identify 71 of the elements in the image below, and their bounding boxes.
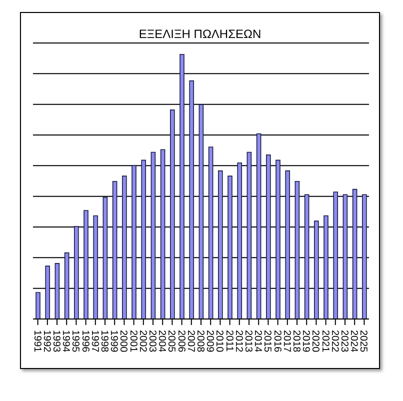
x-tick-label: 1992	[40, 330, 52, 353]
bar	[304, 194, 310, 320]
bar	[333, 192, 338, 320]
bar	[170, 110, 175, 320]
bar	[237, 162, 242, 320]
x-tick-label: 2008	[194, 330, 206, 353]
bar	[122, 176, 127, 320]
x-tick-label: 2002	[136, 330, 148, 353]
bar	[256, 133, 262, 320]
x-tick-label: 2018	[290, 330, 302, 353]
bar	[218, 170, 223, 320]
bar	[198, 104, 204, 320]
bar	[189, 80, 194, 320]
x-tick-label: 2003	[146, 330, 158, 353]
x-tick-label: 1991	[31, 330, 42, 353]
x-tick-label: 1993	[50, 330, 62, 353]
bar	[84, 210, 88, 320]
bar	[352, 188, 358, 320]
bar	[64, 252, 70, 320]
x-tick-label: 1999	[108, 330, 120, 353]
x-tick-label: 2009	[204, 330, 216, 353]
bar	[285, 170, 290, 320]
x-tick-label: 2011	[223, 330, 234, 352]
bar	[74, 226, 79, 320]
x-tick-label: 2012	[232, 330, 244, 353]
bar	[160, 149, 166, 320]
x-tick-label: 2007	[184, 330, 196, 353]
x-tick-label: 2014	[252, 330, 264, 353]
bar	[228, 176, 232, 320]
x-tick-label: 1994	[60, 330, 72, 353]
x-tick-label: 2023	[338, 330, 350, 353]
x-tick-label: 2010	[214, 330, 225, 353]
x-tick-label: 2021	[319, 330, 330, 353]
x-tick-label: 1995	[70, 330, 81, 353]
x-tick-label: 2024	[348, 330, 360, 353]
x-tick-label: 1996	[79, 330, 90, 353]
x-tick-label: 2013	[242, 330, 254, 353]
x-tick-label: 2017	[280, 330, 292, 353]
bar	[132, 165, 136, 320]
bar	[342, 194, 348, 320]
x-tick-label: 2019	[300, 330, 312, 353]
x-tick-label: 1997	[88, 330, 100, 353]
x-tick-label: 2004	[156, 330, 168, 353]
bar	[314, 220, 319, 320]
x-tick-label: 2005	[166, 330, 177, 353]
x-tick-label: 2006	[175, 330, 186, 353]
bar	[112, 180, 118, 320]
x-tick-label: 2016	[271, 330, 282, 353]
bar	[93, 215, 98, 320]
x-tick-label: 2000	[118, 330, 129, 353]
bar	[54, 263, 60, 320]
x-tick-label: 2001	[127, 330, 138, 353]
bar	[141, 160, 146, 320]
bar	[276, 160, 280, 320]
x-tick-label: 2022	[328, 330, 340, 353]
bar	[362, 194, 367, 320]
bar	[36, 292, 40, 320]
bar	[266, 154, 271, 320]
x-tick-label: 2025	[358, 330, 369, 353]
bar	[180, 54, 184, 320]
bar	[294, 180, 300, 320]
x-tick-label: 2015	[262, 330, 273, 353]
chart-title: ΕΞΕΛΙΞΗ ΠΩΛΗΣΕΩΝ	[138, 27, 262, 41]
bar	[208, 146, 214, 320]
bar	[324, 215, 328, 320]
bar	[246, 152, 252, 320]
x-tick-label: 2020	[310, 330, 321, 353]
bar	[150, 152, 156, 320]
bar	[102, 196, 108, 320]
x-tick-label: 1998	[98, 330, 110, 353]
bar	[45, 266, 50, 320]
